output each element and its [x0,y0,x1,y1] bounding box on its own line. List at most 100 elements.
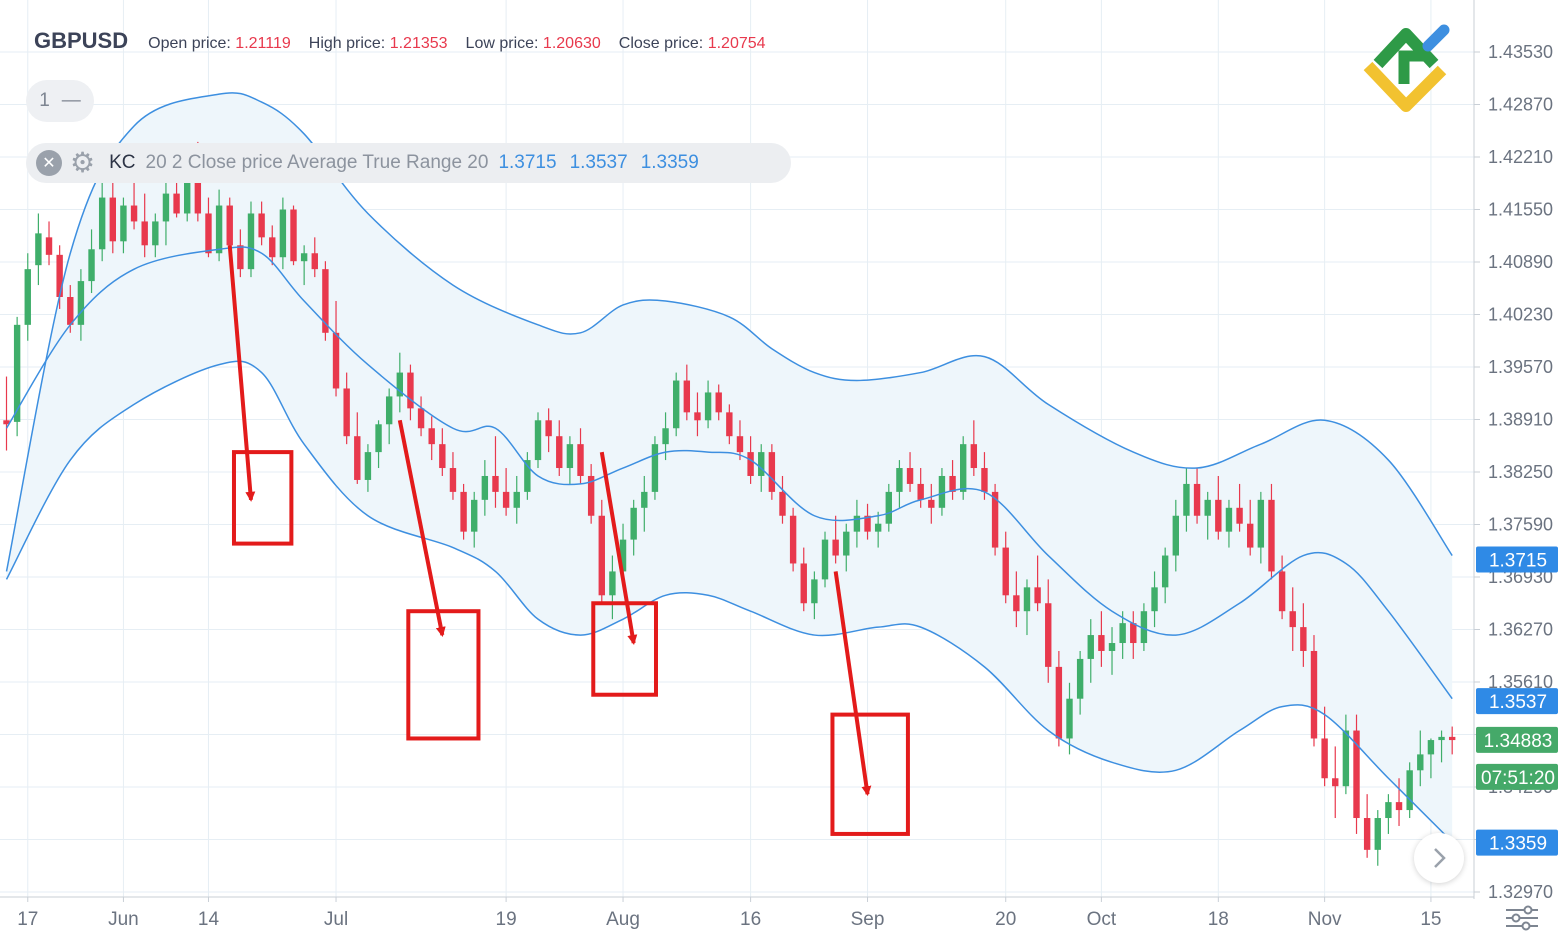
annotation-box [830,712,910,836]
candle-body [1151,587,1158,612]
price-tick-label: 1.39570 [1488,357,1553,377]
candle-body [322,269,329,333]
candle-body [1108,643,1116,651]
candle-body [396,372,404,397]
time-tick-label: 15 [1420,909,1441,930]
time-tick-label: 19 [496,909,517,930]
candle-body [1448,736,1456,741]
candle-body [354,436,361,480]
candle-body [800,563,807,604]
candle-body [1310,650,1318,739]
candle-body [1119,623,1126,644]
candle-body [300,253,308,262]
price-tick-label: 1.38250 [1488,462,1553,482]
candle-body [1023,587,1031,612]
candle-body [13,324,21,422]
candle-body [1427,740,1435,755]
time-tick-label: Jun [108,909,139,930]
candle-body [534,420,542,461]
candle-body [481,475,489,500]
candle-body [981,468,988,492]
candle-body [609,571,616,596]
price-tick-label: 1.41550 [1488,200,1553,220]
candle-body [1193,483,1201,516]
candle-body [1247,523,1254,548]
candle-body [524,460,531,492]
candle-body [45,237,53,255]
time-tick-label: Nov [1308,909,1342,930]
candle-body [1055,666,1063,739]
candle-body [460,491,467,532]
candle-body [492,475,499,492]
candle-body [3,420,10,425]
candle-body [747,452,754,476]
candle-body [566,444,574,469]
candle-body [1236,507,1243,524]
indicator-middle-value: 1.3537 [569,152,628,173]
candle-body [545,420,552,437]
candle-body [332,332,340,389]
chart-settings-icon[interactable] [1502,900,1542,932]
candle-body [970,444,978,469]
candle-body [556,436,563,469]
candle-body [1130,623,1137,644]
keltner-lower-line [5,360,1453,843]
candle-body [960,444,967,492]
candle-body [56,254,63,297]
annotation-box [406,609,481,741]
annotation-arrow [599,451,638,645]
candle-body [1321,738,1328,779]
annotation-arrow [397,419,446,638]
candle-body [417,408,425,429]
low-price: Low price: 1.20630 [465,35,601,52]
candle-body [906,468,914,484]
candle-body [917,483,924,500]
indicator-legend[interactable]: ✕ ⚙ KC 20 2 Close price Average True Ran… [26,143,791,183]
symbol-title: GBPUSD [34,28,129,53]
price-tick-label: 1.35610 [1488,672,1553,692]
candle-body [194,165,202,214]
close-icon[interactable]: ✕ [36,150,62,176]
price-tick-label: 1.43530 [1488,42,1553,62]
pane-toggle-button[interactable]: 1 — [26,80,94,122]
candle-body [449,468,457,492]
candle-body [704,392,712,421]
scroll-right-button[interactable] [1414,833,1464,883]
time-axis[interactable]: 17 Jun 14 Jul 19 Aug 16 Sep 20 Oct 18 Nov 15 [17,897,1441,930]
time-tick-label: Aug [606,909,640,930]
candle-body [226,205,233,246]
candle-body [1268,499,1275,572]
candle-body [1045,603,1052,667]
gear-icon[interactable]: ⚙ [70,147,96,178]
current-price-badge-bg [1476,726,1558,753]
candle-body [77,281,85,325]
candle-body [1161,555,1169,588]
candle-body [736,436,744,453]
candle-body [1098,635,1105,651]
price-tick-label: 1.36270 [1488,620,1553,640]
time-tick-label: 18 [1208,909,1229,930]
indicator-params: 20 2 Close price Average True Range 20 [145,152,489,173]
candle-body [1204,499,1211,516]
price-axis-bg [1475,0,1566,897]
time-tick-label: Oct [1087,909,1117,930]
candle-body [1406,770,1413,811]
high-price: High price: 1.21353 [308,35,448,52]
candle-body [364,452,372,480]
candle-body [120,205,127,242]
candle-body [247,213,255,270]
candle-body [577,444,584,476]
kc-middle-badge-label: 1.3537 [1489,692,1547,713]
candles-group [3,141,1456,866]
candle-body [1087,635,1094,659]
candle-body [269,237,276,258]
time-tick-label: 16 [740,909,761,930]
candle-body [1172,515,1179,556]
candle-body [173,193,180,214]
candle-body [928,499,935,508]
candle-body [779,491,786,516]
candle-body [1278,571,1286,612]
candle-body [874,523,882,532]
candle-body [290,209,297,262]
